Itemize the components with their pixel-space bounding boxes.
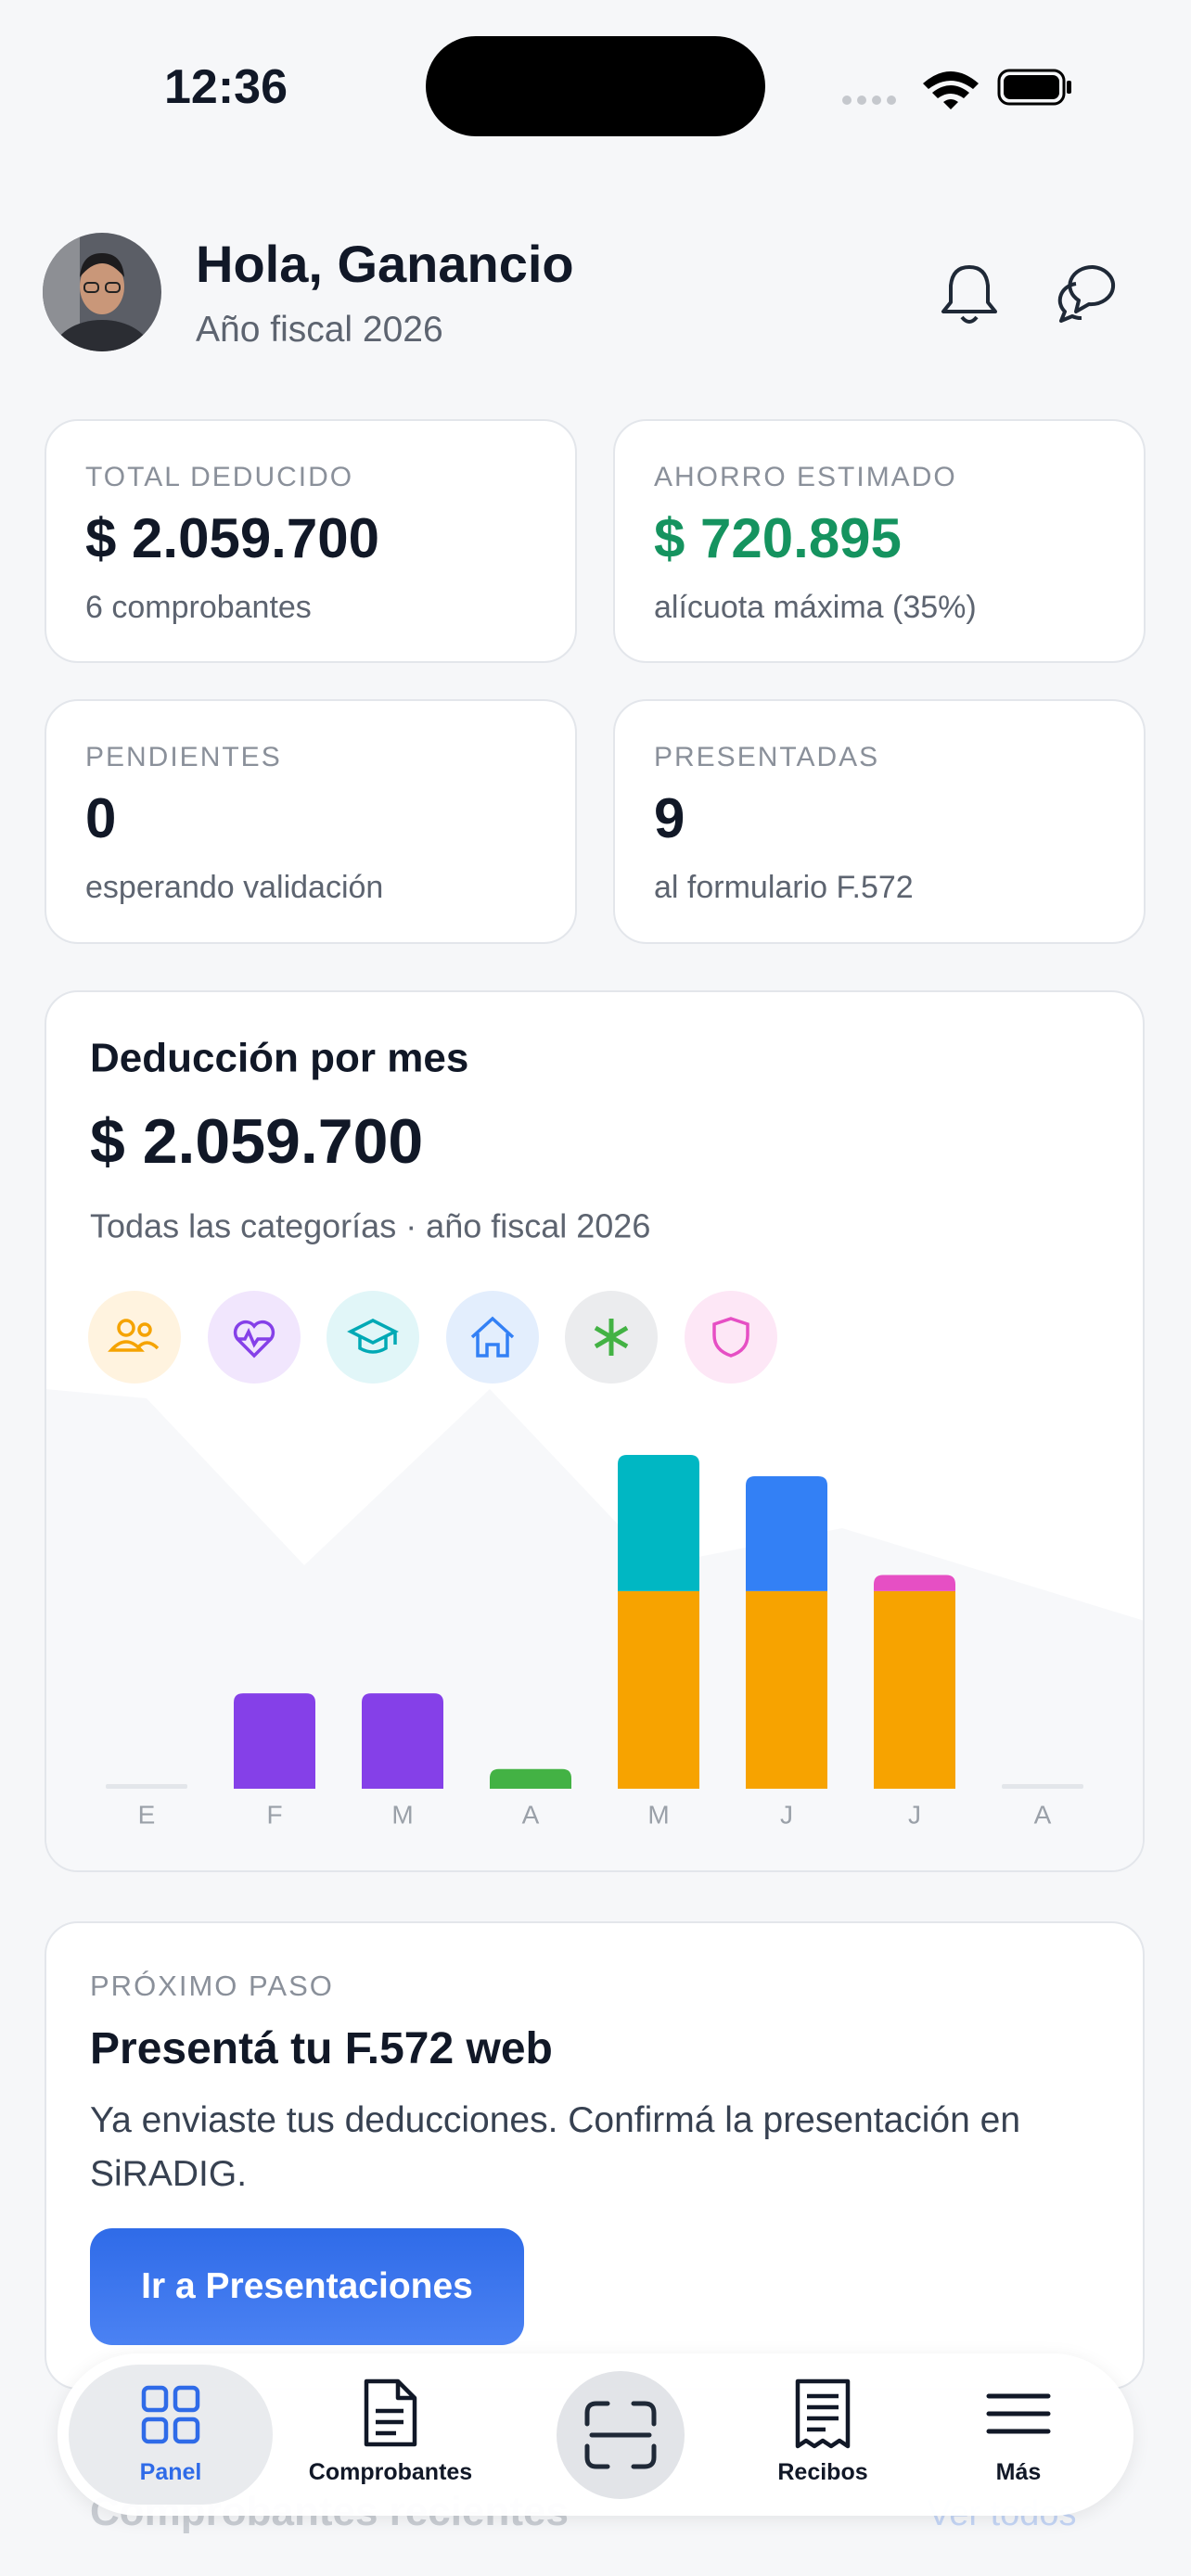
stat-label: AHORRO ESTIMADO (654, 462, 957, 492)
scan-icon[interactable] (584, 2401, 657, 2469)
bar-segment (874, 1590, 955, 1789)
stat-card: PRESENTADAS 9 al formulario F.572 (613, 699, 1146, 944)
empty-baseline (1002, 1784, 1083, 1789)
stat-value: $ 720.895 (654, 507, 902, 569)
next-step-label: PRÓXIMO PASO (90, 1970, 334, 2002)
bar-segment (746, 1590, 827, 1789)
tab-icons (141, 2371, 1051, 2499)
bar-segment (618, 1590, 699, 1789)
bar-segment (362, 1693, 443, 1789)
x-tick-label: M (391, 1800, 413, 1829)
stat-label: TOTAL DEDUCIDO (85, 462, 354, 492)
chart-card: Deducción por mes $ 2.059.700 Todas las … (45, 990, 1145, 1872)
bar-segment (618, 1455, 699, 1591)
x-tick-label: J (780, 1800, 793, 1829)
fiscal-year: Año fiscal 2026 (196, 310, 443, 350)
x-tick-label: M (647, 1800, 669, 1829)
chart-backdrop (46, 1389, 1143, 1870)
stat-note: al formulario F.572 (654, 870, 914, 905)
chart-total: $ 2.059.700 (90, 1106, 423, 1177)
notifications-button[interactable] (937, 260, 1002, 326)
messages-button[interactable] (1056, 260, 1122, 326)
tab-label[interactable]: Más (995, 2459, 1042, 2485)
documents-icon[interactable] (364, 2378, 417, 2447)
stat-value: $ 2.059.700 (85, 507, 379, 569)
stat-value: 9 (654, 787, 685, 849)
next-step-body: Ya enviaste tus deducciones. Confirmá la… (90, 2100, 1021, 2194)
stat-label: PENDIENTES (85, 742, 282, 772)
x-tick-label: E (138, 1800, 156, 1829)
tab-label[interactable]: Comprobantes (308, 2459, 473, 2485)
dynamic-island (426, 36, 765, 136)
x-tick-label: J (908, 1800, 921, 1829)
empty-baseline (106, 1784, 187, 1789)
x-tick-label: A (522, 1800, 540, 1829)
stat-note: esperando validación (85, 870, 384, 905)
presentations-button[interactable]: Ir a Presentaciones (90, 2228, 524, 2345)
category-icons (88, 1291, 777, 1384)
stat-card: AHORRO ESTIMADO $ 720.895 alícuota máxim… (613, 419, 1146, 663)
stat-label: PRESENTADAS (654, 742, 880, 772)
x-tick-label: F (266, 1800, 282, 1829)
stat-card: TOTAL DEDUCIDO $ 2.059.700 6 comprobante… (45, 419, 577, 663)
stat-note: alícuota máxima (35%) (654, 590, 977, 625)
next-step-card: PRÓXIMO PASO Presentá tu F.572 web Ya en… (45, 1921, 1145, 2390)
tab-label[interactable]: Recibos (777, 2459, 868, 2485)
panel-icon[interactable] (141, 2385, 200, 2444)
chart-subtitle: Todas las categorías · año fiscal 2026 (90, 1207, 650, 1245)
bar-segment (746, 1475, 827, 1591)
status-icons (842, 69, 1071, 109)
bar-segment (234, 1693, 315, 1789)
chart: Deducción por mes $ 2.059.700 Todas las … (46, 1036, 1143, 1870)
chart-title: Deducción por mes (90, 1036, 468, 1081)
bar-segment (874, 1575, 955, 1591)
bar-segment (490, 1768, 571, 1789)
tab-highlight (69, 2365, 273, 2505)
greeting: Hola, Ganancio (196, 235, 574, 293)
more-icon[interactable] (986, 2393, 1051, 2434)
avatar (43, 233, 161, 351)
status-time: 12:36 (164, 60, 288, 114)
stat-card: PENDIENTES 0 esperando validación (45, 699, 577, 944)
receipts-icon[interactable] (795, 2378, 851, 2449)
x-tick-label: A (1034, 1800, 1052, 1829)
stat-note: 6 comprobantes (85, 590, 312, 625)
tab-label[interactable]: Panel (139, 2459, 202, 2485)
stat-value: 0 (85, 787, 117, 849)
next-step-title: Presentá tu F.572 web (90, 2024, 553, 2073)
